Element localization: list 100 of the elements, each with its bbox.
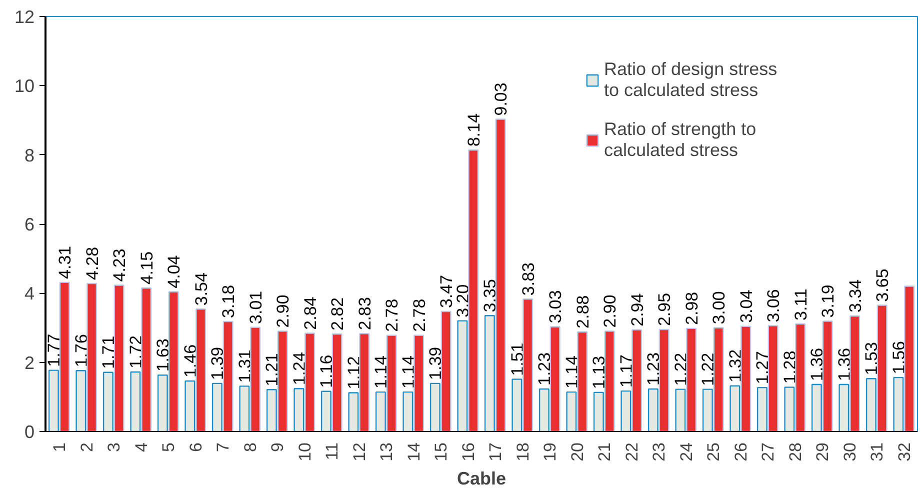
x-tick-label: 1	[50, 442, 70, 452]
bar	[850, 315, 860, 432]
bar	[620, 390, 632, 432]
x-tick-label: 7	[214, 442, 233, 452]
bar	[114, 284, 124, 432]
data-label: 2.90	[274, 294, 293, 328]
bar	[48, 370, 59, 432]
data-label: 8.14	[464, 113, 484, 147]
bar	[266, 389, 277, 432]
data-label: 3.83	[518, 262, 538, 296]
data-label: 1.21	[262, 353, 282, 386]
bar	[348, 392, 359, 432]
y-tick-label: 6	[24, 214, 35, 234]
bar	[102, 372, 114, 432]
data-label: 1.12	[344, 356, 364, 390]
bar	[375, 391, 386, 432]
bar	[566, 391, 577, 432]
bar	[768, 325, 778, 432]
x-tick-label: 32	[894, 442, 914, 462]
x-tick-label: 26	[731, 442, 750, 462]
data-label: 1.22	[698, 352, 718, 386]
data-label: 1.24	[290, 352, 309, 386]
bar	[702, 388, 713, 432]
data-label: 4.31	[56, 246, 75, 279]
y-tick-label: 12	[14, 7, 35, 27]
bar	[550, 326, 560, 432]
x-tick-label: 31	[868, 442, 887, 462]
data-label: 4.28	[82, 246, 102, 280]
bar	[468, 149, 479, 432]
data-label: 3.34	[846, 279, 865, 313]
bar	[822, 320, 833, 432]
x-axis-title: Cable	[456, 468, 506, 488]
bar	[332, 333, 342, 432]
bar	[577, 331, 588, 432]
x-tick-label: 3	[104, 442, 124, 452]
bar	[893, 376, 904, 432]
data-label: 3.54	[192, 272, 211, 306]
bar	[457, 320, 468, 432]
bar	[675, 388, 686, 432]
x-tick-label: 28	[786, 442, 805, 462]
bar	[184, 380, 196, 432]
y-tick-label: 0	[24, 422, 35, 442]
bar	[239, 386, 250, 432]
data-label: 2.82	[328, 297, 348, 331]
x-tick-label: 6	[186, 442, 206, 452]
data-label: 1.77	[44, 334, 64, 367]
x-tick-label: 17	[486, 442, 506, 462]
y-tick-label: 4	[24, 284, 35, 304]
data-label: 1.27	[753, 351, 772, 384]
bar	[402, 391, 414, 432]
data-label: 1.51	[508, 342, 527, 376]
bar	[141, 287, 152, 432]
data-label: 2.95	[655, 292, 674, 326]
data-label: 3.35	[480, 279, 500, 312]
data-label: 1.56	[889, 341, 908, 374]
x-tick-label: 2	[77, 442, 96, 452]
data-label: 1.63	[154, 338, 173, 372]
data-label: 2.90	[600, 294, 620, 328]
data-label: 1.71	[99, 336, 118, 369]
data-label: 1.14	[562, 356, 582, 389]
data-label: 2.94	[628, 293, 647, 326]
bar	[904, 286, 915, 432]
data-label: 2.78	[382, 298, 402, 332]
bar	[222, 320, 234, 432]
x-tick-label: 4	[132, 442, 151, 452]
bar	[522, 298, 534, 432]
x-tick-label: 29	[813, 442, 832, 462]
data-label: 1.13	[590, 356, 609, 389]
data-label: 2.84	[300, 296, 320, 330]
data-label: 1.76	[72, 334, 91, 368]
y-tick-label: 8	[24, 145, 35, 166]
bar	[196, 308, 206, 432]
bar	[838, 384, 850, 432]
bar	[648, 388, 658, 432]
data-label: 1.53	[862, 342, 882, 376]
bar	[756, 386, 768, 432]
data-label: 1.22	[671, 352, 690, 386]
data-label: 3.06	[764, 289, 784, 322]
bar	[495, 118, 506, 432]
x-tick-label: 11	[322, 442, 342, 460]
bar	[740, 326, 752, 432]
data-label: 1.72	[126, 335, 146, 369]
data-label: 1.14	[398, 356, 418, 389]
x-tick-label: 13	[377, 442, 396, 462]
bar	[304, 332, 316, 432]
bar	[440, 310, 452, 432]
bar	[76, 370, 86, 432]
x-tick-label: 21	[595, 442, 614, 462]
data-label: 2.83	[355, 297, 374, 330]
x-tick-label: 25	[704, 442, 724, 462]
bar	[294, 388, 304, 432]
bar	[713, 327, 724, 432]
x-tick-label: 24	[676, 442, 696, 462]
data-label: 1.16	[317, 354, 336, 388]
bar	[730, 385, 740, 432]
bar	[130, 371, 141, 432]
data-label: 3.04	[736, 290, 756, 323]
x-tick-label: 8	[240, 442, 260, 452]
x-tick-label: 15	[432, 442, 451, 462]
bar	[512, 378, 522, 432]
